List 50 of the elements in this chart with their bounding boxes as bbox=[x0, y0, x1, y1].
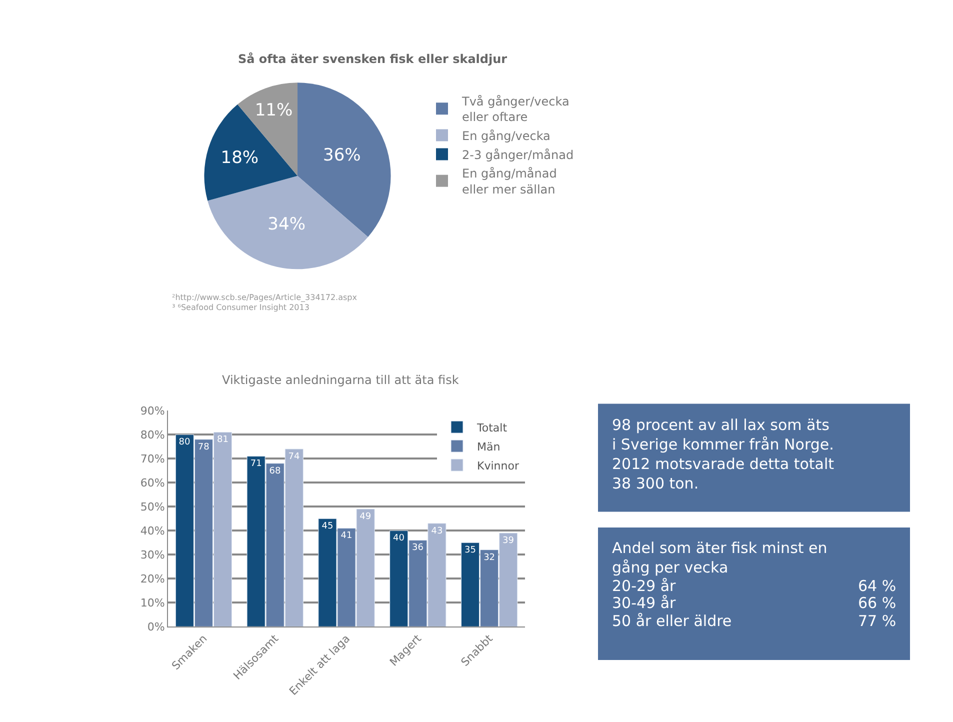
text: 77 % bbox=[858, 612, 896, 630]
chart-title: Så ofta äter svensken fisk eller skaldjur bbox=[238, 52, 508, 66]
pie-slice bbox=[204, 104, 298, 201]
legend-label: En gång/månad eller mer sällan bbox=[462, 166, 557, 196]
text: 64 % bbox=[858, 577, 896, 595]
data-label: 18% bbox=[220, 148, 259, 168]
data-label: 40 bbox=[392, 534, 405, 544]
y-tick-label: 30% bbox=[140, 548, 165, 562]
y-tick-label: 70% bbox=[140, 452, 165, 466]
legend-label: Två gånger/vecka eller oftare bbox=[461, 94, 570, 124]
legend-label: Kvinnor bbox=[477, 459, 520, 472]
text: Andel som äter fisk minst en gång per vecka bbox=[612, 539, 828, 576]
y-tick-label: 90% bbox=[140, 404, 165, 418]
y-tick-label: 50% bbox=[140, 500, 165, 514]
category-label: 50 år eller äldre bbox=[612, 612, 732, 630]
data-label: 74 bbox=[288, 452, 300, 462]
data-label: 36% bbox=[323, 146, 361, 166]
data-label: 41 bbox=[340, 531, 352, 542]
data-label: 43 bbox=[431, 526, 443, 536]
y-tick-label: 10% bbox=[140, 596, 165, 610]
data-label: 80 bbox=[178, 438, 191, 448]
data-label: 32 bbox=[484, 552, 496, 563]
legend-label: Totalt bbox=[476, 421, 508, 434]
text: 98 procent av all lax som äts i Sverige kommer från Norge. 2012 motsvarade detta totalt 38 300 ton. bbox=[612, 416, 834, 492]
data-label: 49 bbox=[360, 512, 372, 522]
text: ²http://www.scb.se/Pages/Article_334172.aspx bbox=[172, 293, 358, 302]
data-label: 71 bbox=[250, 459, 262, 470]
data-label: 11% bbox=[254, 100, 293, 121]
y-tick-label: 40% bbox=[140, 524, 165, 538]
text: ³ ⁶Seafood Consumer Insight 2013 bbox=[172, 303, 310, 312]
category-label: 30-49 år bbox=[612, 594, 677, 612]
data-label: 35 bbox=[464, 546, 476, 556]
legend-label: Män bbox=[477, 440, 500, 454]
data-label: 34% bbox=[268, 214, 306, 234]
pie-slice bbox=[208, 176, 368, 270]
y-tick-label: 60% bbox=[140, 476, 165, 490]
data-label: 68 bbox=[269, 466, 281, 476]
legend-label: 2-3 gånger/månad bbox=[462, 148, 574, 162]
data-label: 81 bbox=[217, 435, 228, 446]
data-label: 45 bbox=[322, 522, 334, 532]
y-tick-label: 80% bbox=[140, 428, 165, 442]
chart-title: Viktigaste anledningarna till att äta fisk bbox=[222, 373, 459, 387]
data-label: 36 bbox=[412, 543, 424, 554]
data-label: 39 bbox=[502, 536, 514, 546]
category-label: 20-29 år bbox=[612, 577, 677, 595]
y-tick-label: 20% bbox=[140, 572, 165, 586]
data-label: 78 bbox=[198, 442, 210, 452]
legend-label: En gång/vecka bbox=[462, 128, 550, 143]
y-tick-label: 0% bbox=[147, 620, 165, 634]
text: 66 % bbox=[858, 594, 896, 612]
